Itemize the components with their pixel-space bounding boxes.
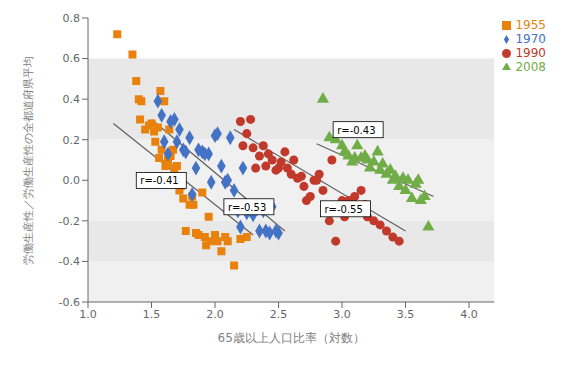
svg-text:r=-0.43: r=-0.43 [337, 125, 375, 136]
svg-text:0.4: 0.4 [63, 93, 81, 106]
svg-text:r=-0.55: r=-0.55 [324, 204, 362, 215]
svg-text:-0.4: -0.4 [59, 255, 80, 268]
svg-text:労働生産性／労働生産性の全都道府県平均: 労働生産性／労働生産性の全都道府県平均 [22, 56, 35, 265]
svg-text:3.0: 3.0 [333, 308, 351, 321]
svg-text:r=-0.53: r=-0.53 [228, 202, 266, 213]
svg-text:0.8: 0.8 [63, 12, 81, 25]
svg-text:r=-0.41: r=-0.41 [140, 175, 178, 186]
svg-text:-0.6: -0.6 [59, 296, 80, 309]
svg-text:1.0: 1.0 [79, 308, 97, 321]
svg-text:-0.2: -0.2 [59, 215, 80, 228]
svg-text:3.5: 3.5 [397, 308, 415, 321]
svg-text:2.0: 2.0 [206, 308, 224, 321]
html-text:1970: 1970 [515, 32, 546, 46]
svg-text:2.5: 2.5 [270, 308, 288, 321]
svg-text:0.6: 0.6 [63, 52, 81, 65]
svg-text:1.5: 1.5 [143, 308, 161, 321]
svg-text:0.2: 0.2 [63, 134, 81, 147]
html-text:1990: 1990 [515, 46, 546, 60]
svg-text:4.0: 4.0 [460, 308, 478, 321]
svg-text:0.0: 0.0 [63, 174, 81, 187]
svg-text:65歳以上人口比率（対数）: 65歳以上人口比率（対数） [218, 331, 365, 345]
html-text:1955: 1955 [515, 18, 546, 32]
html-text:2008: 2008 [515, 60, 546, 74]
